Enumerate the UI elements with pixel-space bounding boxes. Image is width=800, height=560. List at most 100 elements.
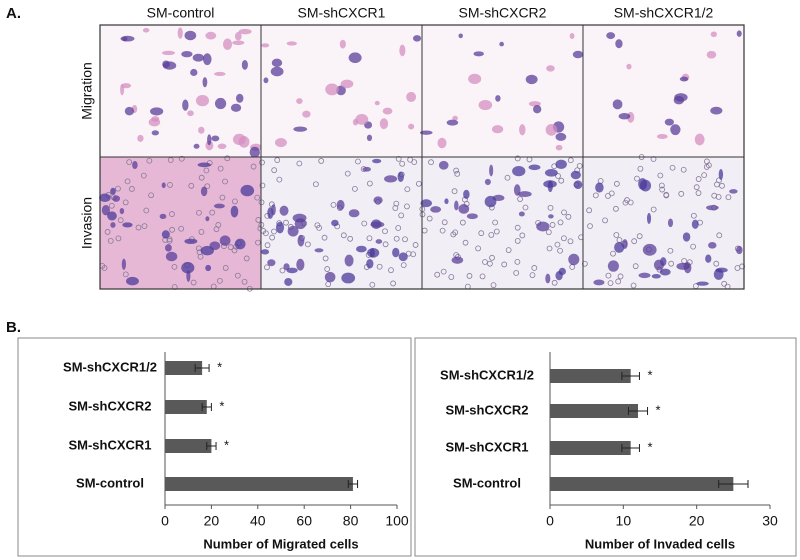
cell xyxy=(161,182,166,189)
error-bar xyxy=(718,480,749,488)
cell xyxy=(670,124,681,136)
pore xyxy=(567,157,574,164)
pore xyxy=(489,254,495,261)
cell xyxy=(664,118,674,126)
pore xyxy=(330,201,337,208)
pore xyxy=(115,185,121,192)
pore xyxy=(705,162,712,169)
cell xyxy=(205,216,210,222)
column-label: SM-shCXCR1 xyxy=(298,5,386,21)
cell xyxy=(267,259,276,267)
cell xyxy=(241,59,248,70)
cell xyxy=(463,189,470,199)
pore xyxy=(493,228,500,235)
column-label: SM-control xyxy=(147,5,215,21)
pore xyxy=(254,194,261,201)
cell xyxy=(296,98,303,104)
cell xyxy=(518,211,525,217)
pore xyxy=(318,158,325,164)
cell xyxy=(372,158,382,164)
cell xyxy=(659,268,671,276)
pore xyxy=(369,281,376,288)
panel-label: A. xyxy=(6,5,21,22)
cell xyxy=(205,264,212,272)
pore xyxy=(567,238,574,245)
cell xyxy=(164,244,172,252)
cell xyxy=(444,198,449,205)
pore xyxy=(695,176,702,182)
cell xyxy=(274,137,287,148)
pore xyxy=(680,166,687,173)
pore xyxy=(607,280,614,287)
pore xyxy=(324,266,331,272)
cell xyxy=(235,93,244,103)
pore xyxy=(312,181,319,188)
cell xyxy=(706,50,717,59)
cell xyxy=(673,95,685,105)
pore xyxy=(195,245,202,252)
cell xyxy=(528,164,541,171)
cell xyxy=(161,50,176,56)
pore xyxy=(344,170,351,177)
pore xyxy=(561,209,567,216)
cell xyxy=(706,205,719,211)
pore xyxy=(108,202,115,209)
cell xyxy=(570,170,581,180)
pore xyxy=(439,227,446,234)
cell xyxy=(639,179,652,192)
pore xyxy=(622,199,629,206)
cell xyxy=(352,118,359,126)
pore xyxy=(146,157,153,164)
cell xyxy=(325,83,339,96)
pore xyxy=(382,241,389,248)
cell xyxy=(219,235,231,246)
cell xyxy=(466,213,478,220)
cell xyxy=(546,65,555,72)
x-tick-label: 20 xyxy=(204,513,220,529)
pore xyxy=(222,178,228,185)
cell xyxy=(736,245,743,255)
pore xyxy=(636,233,643,240)
cell xyxy=(612,99,623,110)
row-label: Migration xyxy=(79,62,95,120)
cell xyxy=(512,166,526,177)
pore xyxy=(479,273,486,280)
pore xyxy=(663,191,670,198)
pore xyxy=(462,239,469,246)
cell xyxy=(112,195,121,202)
cell xyxy=(121,258,126,270)
pore xyxy=(613,232,620,238)
pore xyxy=(122,271,129,278)
cell xyxy=(458,33,463,39)
pore xyxy=(234,272,241,279)
cell xyxy=(458,204,470,214)
cell xyxy=(344,254,354,267)
cell xyxy=(184,238,198,245)
cell xyxy=(618,113,631,120)
cell xyxy=(573,180,583,190)
pore xyxy=(514,258,521,265)
cell xyxy=(230,205,239,218)
bar xyxy=(550,369,631,383)
pore xyxy=(393,235,400,242)
cell xyxy=(694,133,705,146)
pore xyxy=(517,196,524,202)
pore xyxy=(250,163,257,170)
pore xyxy=(488,232,495,238)
cell xyxy=(446,119,459,126)
cell xyxy=(234,238,246,250)
cell xyxy=(729,189,738,194)
cell xyxy=(314,248,324,253)
pore xyxy=(504,174,511,181)
panel-label: B. xyxy=(6,319,21,336)
cell xyxy=(283,263,290,271)
pore xyxy=(669,164,676,171)
cell xyxy=(355,114,369,125)
cell xyxy=(399,44,406,57)
pore xyxy=(690,243,697,250)
pore xyxy=(587,223,593,230)
cell xyxy=(366,134,373,142)
pore xyxy=(678,190,685,197)
pore xyxy=(231,247,238,254)
pore xyxy=(529,272,536,279)
